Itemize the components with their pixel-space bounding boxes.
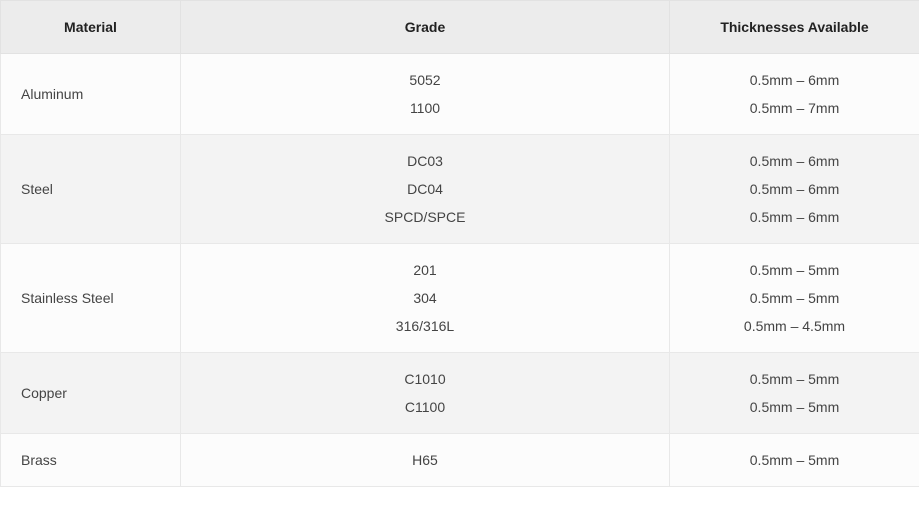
thickness-value: 0.5mm – 7mm xyxy=(680,94,909,122)
cell-thickness: 0.5mm – 6mm0.5mm – 6mm0.5mm – 6mm xyxy=(670,135,919,244)
cell-material: Brass xyxy=(1,434,181,487)
grade-value: 316/316L xyxy=(191,312,659,340)
cell-material: Stainless Steel xyxy=(1,244,181,353)
thickness-value: 0.5mm – 6mm xyxy=(680,203,909,231)
col-header-thickness: Thicknesses Available xyxy=(670,1,919,54)
thickness-value: 0.5mm – 6mm xyxy=(680,147,909,175)
col-header-material: Material xyxy=(1,1,181,54)
thickness-value: 0.5mm – 5mm xyxy=(680,256,909,284)
cell-grade: 50521100 xyxy=(181,54,670,135)
thickness-value: 0.5mm – 5mm xyxy=(680,393,909,421)
cell-grade: 201304316/316L xyxy=(181,244,670,353)
table-row: Brass H65 0.5mm – 5mm xyxy=(1,434,919,487)
grade-value: 5052 xyxy=(191,66,659,94)
cell-thickness: 0.5mm – 5mm0.5mm – 5mm xyxy=(670,353,919,434)
cell-thickness: 0.5mm – 5mm0.5mm – 5mm0.5mm – 4.5mm xyxy=(670,244,919,353)
table-row: CopperC1010C11000.5mm – 5mm0.5mm – 5mm xyxy=(1,353,919,434)
cell-thickness: 0.5mm – 6mm0.5mm – 7mm xyxy=(670,54,919,135)
cell-material: Copper xyxy=(1,353,181,434)
table-header-row: Material Grade Thicknesses Available xyxy=(1,1,919,54)
grade-value: 201 xyxy=(191,256,659,284)
col-header-grade: Grade xyxy=(181,1,670,54)
grade-value: SPCD/SPCE xyxy=(191,203,659,231)
table-row: Stainless Steel201304316/316L0.5mm – 5mm… xyxy=(1,244,919,353)
thickness-value: 0.5mm – 6mm xyxy=(680,175,909,203)
grade-value: C1010 xyxy=(191,365,659,393)
cell-grade: H65 xyxy=(181,434,670,487)
thickness-value: 0.5mm – 5mm xyxy=(680,446,909,474)
cell-material: Steel xyxy=(1,135,181,244)
table-row: SteelDC03DC04SPCD/SPCE0.5mm – 6mm0.5mm –… xyxy=(1,135,919,244)
grade-value: 1100 xyxy=(191,94,659,122)
thickness-value: 0.5mm – 6mm xyxy=(680,66,909,94)
cell-thickness: 0.5mm – 5mm xyxy=(670,434,919,487)
table-row: Aluminum505211000.5mm – 6mm0.5mm – 7mm xyxy=(1,54,919,135)
thickness-value: 0.5mm – 5mm xyxy=(680,284,909,312)
grade-value: C1100 xyxy=(191,393,659,421)
cell-grade: C1010C1100 xyxy=(181,353,670,434)
grade-value: DC04 xyxy=(191,175,659,203)
cell-grade: DC03DC04SPCD/SPCE xyxy=(181,135,670,244)
grade-value: DC03 xyxy=(191,147,659,175)
thickness-value: 0.5mm – 5mm xyxy=(680,365,909,393)
cell-material: Aluminum xyxy=(1,54,181,135)
table-body: Aluminum505211000.5mm – 6mm0.5mm – 7mmSt… xyxy=(1,54,919,487)
materials-table: Material Grade Thicknesses Available Alu… xyxy=(0,0,919,487)
grade-value: 304 xyxy=(191,284,659,312)
thickness-value: 0.5mm – 4.5mm xyxy=(680,312,909,340)
grade-value: H65 xyxy=(191,446,659,474)
